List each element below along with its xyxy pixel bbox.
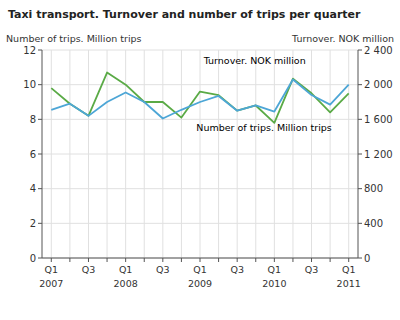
- x-tick: [125, 258, 126, 262]
- y-tick: [38, 50, 42, 51]
- y-tick-label: 4: [30, 183, 36, 194]
- grid-line: [274, 50, 275, 258]
- grid-line: [330, 50, 331, 258]
- grid: [42, 50, 358, 258]
- x-tick: [292, 258, 293, 262]
- y2-tick: [358, 119, 362, 120]
- x-tick-label: Q3: [156, 264, 170, 275]
- y2-tick: [358, 188, 362, 189]
- grid-line: [200, 50, 201, 258]
- annotation: Turnover. NOK million: [203, 55, 306, 66]
- x-tick: [311, 258, 312, 262]
- y2-tick-label: 2 400: [364, 45, 393, 56]
- year-label: 2010: [262, 278, 286, 289]
- grid-line: [51, 50, 52, 258]
- x-tick-label: Q1: [193, 264, 207, 275]
- y-tick: [38, 154, 42, 155]
- grid-line: [218, 50, 219, 258]
- y-tick: [38, 84, 42, 85]
- grid-line: [348, 50, 349, 258]
- x-tick: [274, 258, 275, 262]
- grid-line: [144, 50, 145, 258]
- y-tick: [38, 258, 42, 259]
- y-tick-label: 10: [23, 79, 36, 90]
- year-label: 2009: [188, 278, 212, 289]
- x-tick: [88, 258, 89, 262]
- y2-tick-label: 1 200: [364, 149, 393, 160]
- x-tick: [255, 258, 256, 262]
- y2-tick: [358, 50, 362, 51]
- x-tick: [348, 258, 349, 262]
- series-line: [51, 79, 348, 118]
- grid-line: [107, 50, 108, 258]
- x-tick-label: Q3: [305, 264, 319, 275]
- x-tick: [144, 258, 145, 262]
- grid-line: [88, 50, 89, 258]
- chart: Taxi transport. Turnover and number of t…: [0, 0, 400, 320]
- y2-tick: [358, 84, 362, 85]
- y-tick-label: 6: [30, 149, 36, 160]
- y-tick: [38, 188, 42, 189]
- y2-tick-label: 400: [364, 218, 383, 229]
- x-tick: [330, 258, 331, 262]
- x-tick-label: Q1: [119, 264, 133, 275]
- year-label: 2008: [114, 278, 138, 289]
- x-tick: [200, 258, 201, 262]
- y2-tick: [358, 154, 362, 155]
- series-line: [51, 73, 348, 123]
- y2-tick-label: 2 000: [364, 79, 393, 90]
- y2-tick-label: 800: [364, 183, 383, 194]
- year-label: 2007: [39, 278, 63, 289]
- x-tick: [107, 258, 108, 262]
- y-tick: [38, 223, 42, 224]
- y-tick: [38, 119, 42, 120]
- x-tick: [181, 258, 182, 262]
- x-tick-label: Q1: [45, 264, 59, 275]
- y-tick-label: 0: [30, 253, 36, 264]
- y-tick-label: 12: [23, 45, 36, 56]
- plot-area: [51, 73, 348, 123]
- title: Taxi transport. Turnover and number of t…: [8, 8, 361, 21]
- y-tick-label: 8: [30, 114, 36, 125]
- y-tick-label: 2: [30, 218, 36, 229]
- x-tick: [51, 258, 52, 262]
- y-axis-label: Number of trips. Million trips: [6, 33, 142, 44]
- y2-tick: [358, 258, 362, 259]
- y2-tick-label: 1 600: [364, 114, 393, 125]
- grid-line: [69, 50, 70, 258]
- x-tick-label: Q3: [82, 264, 96, 275]
- x-tick-label: Q1: [342, 264, 356, 275]
- annotation: Number of trips. Million trips: [196, 122, 332, 133]
- grid-line: [162, 50, 163, 258]
- x-tick: [162, 258, 163, 262]
- grid-line: [125, 50, 126, 258]
- grid-line: [181, 50, 182, 258]
- y2-tick-label: 0: [364, 253, 370, 264]
- grid-line: [237, 50, 238, 258]
- x-tick: [69, 258, 70, 262]
- y2-tick: [358, 223, 362, 224]
- x-tick: [218, 258, 219, 262]
- x-tick-label: Q1: [268, 264, 282, 275]
- x-tick-label: Q3: [230, 264, 244, 275]
- x-tick: [237, 258, 238, 262]
- grid-line: [311, 50, 312, 258]
- year-label: 2011: [337, 278, 361, 289]
- y2-axis-label: Turnover. NOK million: [291, 33, 394, 44]
- grid-line: [255, 50, 256, 258]
